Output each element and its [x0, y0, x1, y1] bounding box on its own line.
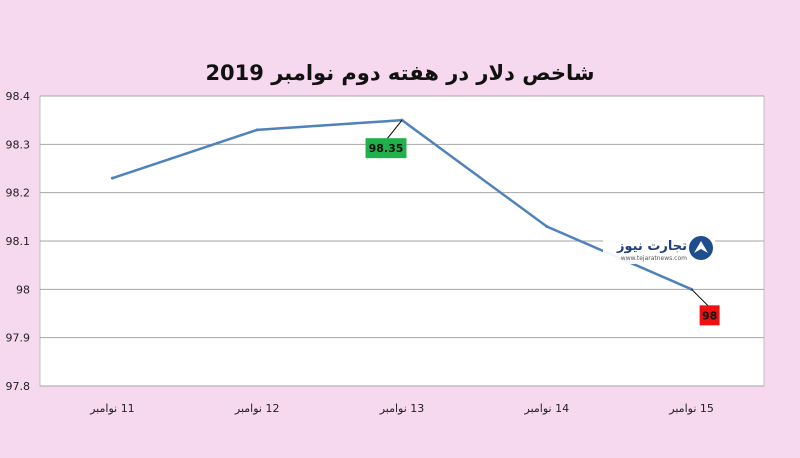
y-tick-label: 98 — [16, 283, 30, 296]
y-tick-label: 98.4 — [6, 90, 31, 103]
x-tick-label: 13 نوامبر — [379, 402, 425, 415]
y-tick-label: 98.3 — [6, 138, 31, 151]
watermark-plate — [603, 232, 715, 264]
y-tick-label: 98.1 — [6, 235, 31, 248]
chart-title: شاخص دلار در هفته دوم نوامبر 2019 — [205, 61, 594, 85]
watermark: تجارت نیوز www.tejaratnews.com — [603, 232, 715, 264]
y-tick-label: 97.8 — [6, 380, 31, 393]
data-point — [255, 128, 259, 132]
watermark-url: www.tejaratnews.com — [621, 255, 687, 262]
x-tick-label: 11 نوامبر — [89, 402, 135, 415]
y-axis-tick-labels: 98.4 98.3 98.2 98.1 98 97.9 97.8 — [6, 90, 31, 393]
x-tick-label: 15 نوامبر — [668, 402, 714, 415]
x-axis-tick-labels: 11 نوامبر 12 نوامبر 13 نوامبر 14 نوامبر 15 ن… — [89, 402, 714, 415]
data-label: 98 — [702, 309, 717, 322]
data-label-box — [699, 305, 720, 326]
x-tick-label: 12 نوامبر — [234, 402, 280, 415]
data-label-box — [365, 138, 407, 159]
data-label: 98.35 — [369, 142, 404, 155]
data-point — [545, 225, 549, 228]
y-tick-label: 97.9 — [6, 332, 31, 345]
y-tick-label: 98.2 — [6, 187, 31, 200]
watermark-brand: تجارت نیوز — [616, 239, 687, 254]
x-tick-label: 14 نوامبر — [524, 402, 570, 415]
data-labels: 98.35 98 — [365, 119, 720, 326]
tejaratnews-logo-icon — [689, 236, 713, 260]
data-point — [110, 176, 114, 180]
